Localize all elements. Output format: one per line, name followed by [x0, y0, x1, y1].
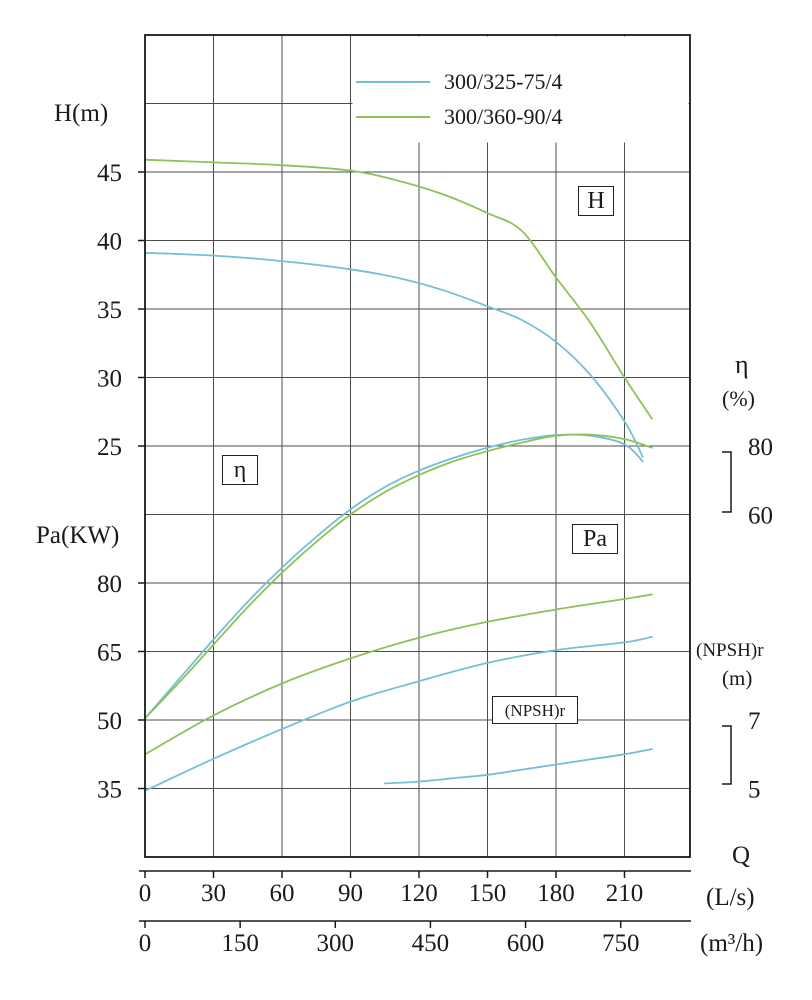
npsh-tick-label: 5: [748, 777, 761, 804]
q-axis-title: Q: [732, 842, 751, 869]
legend-background: [352, 36, 689, 143]
q-axis-unit-m3h: (m³/h): [700, 930, 764, 957]
legend: 300/325-75/4 300/360-90/4: [356, 64, 563, 134]
h-axis-title: H(m): [54, 100, 109, 127]
curve-npsh-300-325-75-4: [383, 748, 653, 785]
curve-pa-300-325-75-4: [144, 636, 653, 792]
q-ls-tick-label: 210: [606, 880, 644, 907]
pa-tick-label: 35: [97, 777, 122, 804]
eta-axis-unit: (%): [722, 386, 755, 411]
h-tick-label: 35: [97, 297, 122, 324]
npsh-tick-label: 7: [748, 708, 761, 735]
npsh-axis-title: (NPSH)r: [696, 640, 764, 661]
q-ls-tick-label: 120: [400, 880, 438, 907]
pa-axis-title: Pa(KW): [36, 522, 120, 549]
legend-item: 300/360-90/4: [356, 99, 563, 134]
q-ls-tick-label: 180: [537, 880, 575, 907]
legend-line-sample-green: [356, 115, 430, 118]
curve-pa-300-360-90-4: [144, 593, 653, 756]
q-ls-tick-label: 0: [139, 880, 152, 907]
curve-label-pa: Pa: [572, 524, 618, 554]
q-ls-tick-label: 30: [201, 880, 226, 907]
q-ls-tick-label: 60: [270, 880, 295, 907]
legend-item: 300/325-75/4: [356, 64, 563, 99]
h-tick-label: 30: [97, 366, 122, 393]
q-m3h-tick-label: 600: [507, 930, 545, 957]
curve-h-300-360-90-4: [144, 158, 653, 420]
eta-axis-title: η: [735, 350, 749, 379]
curve-h-300-325-75-4: [144, 251, 644, 458]
curve-label-npsh: (NPSH)r: [492, 696, 578, 724]
q-ls-tick-label: 150: [469, 880, 507, 907]
q-m3h-tick-label: 450: [412, 930, 450, 957]
pa-tick-label: 80: [97, 571, 122, 598]
q-axis-unit-ls: (L/s): [706, 884, 755, 911]
h-tick-label: 40: [97, 229, 122, 256]
h-tick-label: 25: [97, 434, 122, 461]
eta-scale-bracket: [722, 451, 732, 513]
q-m3h-tick-label: 0: [139, 930, 152, 957]
pa-tick-label: 50: [97, 708, 122, 735]
curve-label-h: H: [578, 186, 614, 216]
pa-tick-label: 65: [97, 640, 122, 667]
npsh-scale-bracket: [722, 725, 732, 785]
q-ls-tick-label: 90: [338, 880, 363, 907]
curve-eta-300-325-75-4: [144, 433, 644, 720]
q-m3h-tick-label: 150: [221, 930, 259, 957]
legend-label: 300/325-75/4: [444, 68, 563, 94]
q-m3h-tick-label: 750: [602, 930, 640, 957]
legend-line-sample-blue: [356, 80, 430, 83]
legend-label: 300/360-90/4: [444, 103, 563, 129]
eta-tick-label: 60: [748, 503, 773, 530]
q-m3h-tick-label: 300: [317, 930, 355, 957]
curve-label-eta: η: [222, 455, 258, 485]
curve-eta-300-360-90-4: [144, 433, 653, 720]
eta-tick-label: 80: [748, 434, 773, 461]
npsh-axis-unit: (m): [722, 666, 753, 690]
h-tick-label: 45: [97, 160, 122, 187]
